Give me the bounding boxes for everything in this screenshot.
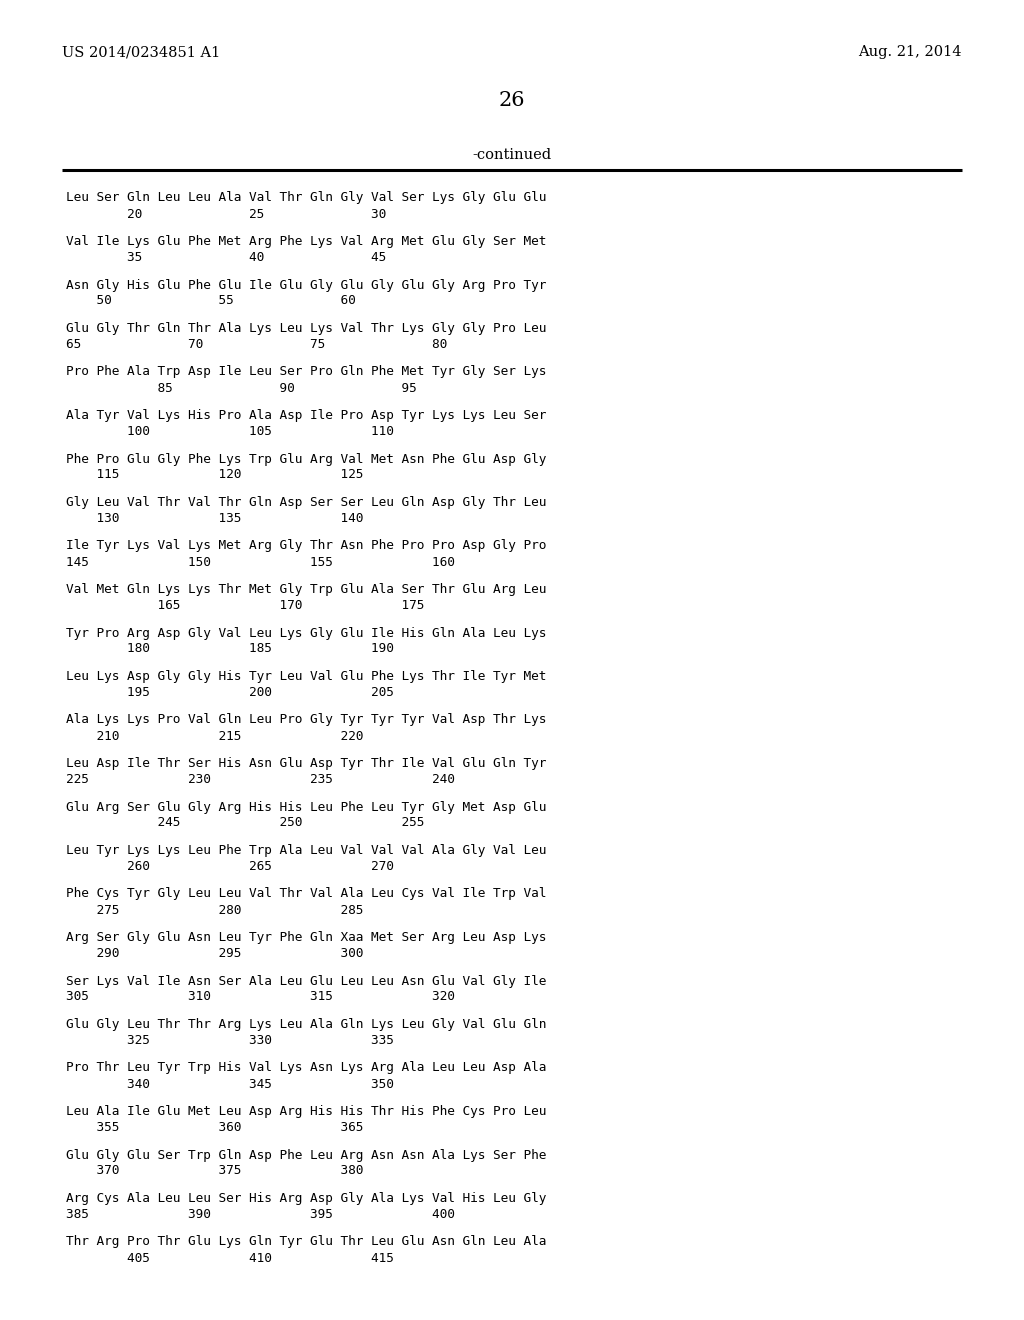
Text: Ile Tyr Lys Val Lys Met Arg Gly Thr Asn Phe Pro Pro Asp Gly Pro: Ile Tyr Lys Val Lys Met Arg Gly Thr Asn …	[66, 540, 547, 553]
Text: Leu Ala Ile Glu Met Leu Asp Arg His His Thr His Phe Cys Pro Leu: Leu Ala Ile Glu Met Leu Asp Arg His His …	[66, 1105, 547, 1118]
Text: 225             230             235             240: 225 230 235 240	[66, 774, 455, 785]
Text: -continued: -continued	[472, 148, 552, 162]
Text: Leu Ser Gln Leu Leu Ala Val Thr Gln Gly Val Ser Lys Gly Glu Glu: Leu Ser Gln Leu Leu Ala Val Thr Gln Gly …	[66, 191, 547, 205]
Text: Val Met Gln Lys Lys Thr Met Gly Trp Glu Ala Ser Thr Glu Arg Leu: Val Met Gln Lys Lys Thr Met Gly Trp Glu …	[66, 583, 547, 597]
Text: Arg Ser Gly Glu Asn Leu Tyr Phe Gln Xaa Met Ser Arg Leu Asp Lys: Arg Ser Gly Glu Asn Leu Tyr Phe Gln Xaa …	[66, 931, 547, 944]
Text: Leu Asp Ile Thr Ser His Asn Glu Asp Tyr Thr Ile Val Glu Gln Tyr: Leu Asp Ile Thr Ser His Asn Glu Asp Tyr …	[66, 756, 547, 770]
Text: 195             200             205: 195 200 205	[66, 686, 394, 700]
Text: 385             390             395             400: 385 390 395 400	[66, 1208, 455, 1221]
Text: 100             105             110: 100 105 110	[66, 425, 394, 438]
Text: 20              25              30: 20 25 30	[66, 207, 386, 220]
Text: Glu Gly Thr Gln Thr Ala Lys Leu Lys Val Thr Lys Gly Gly Pro Leu: Glu Gly Thr Gln Thr Ala Lys Leu Lys Val …	[66, 322, 547, 335]
Text: 245             250             255: 245 250 255	[66, 817, 424, 829]
Text: Leu Tyr Lys Lys Leu Phe Trp Ala Leu Val Val Val Ala Gly Val Leu: Leu Tyr Lys Lys Leu Phe Trp Ala Leu Val …	[66, 843, 547, 857]
Text: 130             135             140: 130 135 140	[66, 512, 364, 525]
Text: Ser Lys Val Ile Asn Ser Ala Leu Glu Leu Leu Asn Glu Val Gly Ile: Ser Lys Val Ile Asn Ser Ala Leu Glu Leu …	[66, 974, 547, 987]
Text: Glu Arg Ser Glu Gly Arg His His Leu Phe Leu Tyr Gly Met Asp Glu: Glu Arg Ser Glu Gly Arg His His Leu Phe …	[66, 800, 547, 813]
Text: 115             120             125: 115 120 125	[66, 469, 364, 482]
Text: Pro Thr Leu Tyr Trp His Val Lys Asn Lys Arg Ala Leu Leu Asp Ala: Pro Thr Leu Tyr Trp His Val Lys Asn Lys …	[66, 1061, 547, 1074]
Text: Val Ile Lys Glu Phe Met Arg Phe Lys Val Arg Met Glu Gly Ser Met: Val Ile Lys Glu Phe Met Arg Phe Lys Val …	[66, 235, 547, 248]
Text: 340             345             350: 340 345 350	[66, 1077, 394, 1090]
Text: Asn Gly His Glu Phe Glu Ile Glu Gly Glu Gly Glu Gly Arg Pro Tyr: Asn Gly His Glu Phe Glu Ile Glu Gly Glu …	[66, 279, 547, 292]
Text: Ala Lys Lys Pro Val Gln Leu Pro Gly Tyr Tyr Tyr Val Asp Thr Lys: Ala Lys Lys Pro Val Gln Leu Pro Gly Tyr …	[66, 714, 547, 726]
Text: Glu Gly Leu Thr Thr Arg Lys Leu Ala Gln Lys Leu Gly Val Glu Gln: Glu Gly Leu Thr Thr Arg Lys Leu Ala Gln …	[66, 1018, 547, 1031]
Text: 325             330             335: 325 330 335	[66, 1034, 394, 1047]
Text: 65              70              75              80: 65 70 75 80	[66, 338, 447, 351]
Text: 210             215             220: 210 215 220	[66, 730, 364, 742]
Text: 145             150             155             160: 145 150 155 160	[66, 556, 455, 569]
Text: Phe Pro Glu Gly Phe Lys Trp Glu Arg Val Met Asn Phe Glu Asp Gly: Phe Pro Glu Gly Phe Lys Trp Glu Arg Val …	[66, 453, 547, 466]
Text: Aug. 21, 2014: Aug. 21, 2014	[858, 45, 962, 59]
Text: 260             265             270: 260 265 270	[66, 861, 394, 873]
Text: 290             295             300: 290 295 300	[66, 946, 364, 960]
Text: 405             410             415: 405 410 415	[66, 1251, 394, 1265]
Text: Gly Leu Val Thr Val Thr Gln Asp Ser Ser Leu Gln Asp Gly Thr Leu: Gly Leu Val Thr Val Thr Gln Asp Ser Ser …	[66, 496, 547, 510]
Text: Thr Arg Pro Thr Glu Lys Gln Tyr Glu Thr Leu Glu Asn Gln Leu Ala: Thr Arg Pro Thr Glu Lys Gln Tyr Glu Thr …	[66, 1236, 547, 1249]
Text: 85              90              95: 85 90 95	[66, 381, 417, 395]
Text: Tyr Pro Arg Asp Gly Val Leu Lys Gly Glu Ile His Gln Ala Leu Lys: Tyr Pro Arg Asp Gly Val Leu Lys Gly Glu …	[66, 627, 547, 639]
Text: 275             280             285: 275 280 285	[66, 903, 364, 916]
Text: 180             185             190: 180 185 190	[66, 643, 394, 656]
Text: 26: 26	[499, 91, 525, 110]
Text: Arg Cys Ala Leu Leu Ser His Arg Asp Gly Ala Lys Val His Leu Gly: Arg Cys Ala Leu Leu Ser His Arg Asp Gly …	[66, 1192, 547, 1205]
Text: Ala Tyr Val Lys His Pro Ala Asp Ile Pro Asp Tyr Lys Lys Leu Ser: Ala Tyr Val Lys His Pro Ala Asp Ile Pro …	[66, 409, 547, 422]
Text: US 2014/0234851 A1: US 2014/0234851 A1	[62, 45, 220, 59]
Text: 35              40              45: 35 40 45	[66, 251, 386, 264]
Text: 305             310             315             320: 305 310 315 320	[66, 990, 455, 1003]
Text: 370             375             380: 370 375 380	[66, 1164, 364, 1177]
Text: Leu Lys Asp Gly Gly His Tyr Leu Val Glu Phe Lys Thr Ile Tyr Met: Leu Lys Asp Gly Gly His Tyr Leu Val Glu …	[66, 671, 547, 682]
Text: Pro Phe Ala Trp Asp Ile Leu Ser Pro Gln Phe Met Tyr Gly Ser Lys: Pro Phe Ala Trp Asp Ile Leu Ser Pro Gln …	[66, 366, 547, 379]
Text: Phe Cys Tyr Gly Leu Leu Val Thr Val Ala Leu Cys Val Ile Trp Val: Phe Cys Tyr Gly Leu Leu Val Thr Val Ala …	[66, 887, 547, 900]
Text: 165             170             175: 165 170 175	[66, 599, 424, 612]
Text: 50              55              60: 50 55 60	[66, 294, 355, 308]
Text: 355             360             365: 355 360 365	[66, 1121, 364, 1134]
Text: Glu Gly Glu Ser Trp Gln Asp Phe Leu Arg Asn Asn Ala Lys Ser Phe: Glu Gly Glu Ser Trp Gln Asp Phe Leu Arg …	[66, 1148, 547, 1162]
